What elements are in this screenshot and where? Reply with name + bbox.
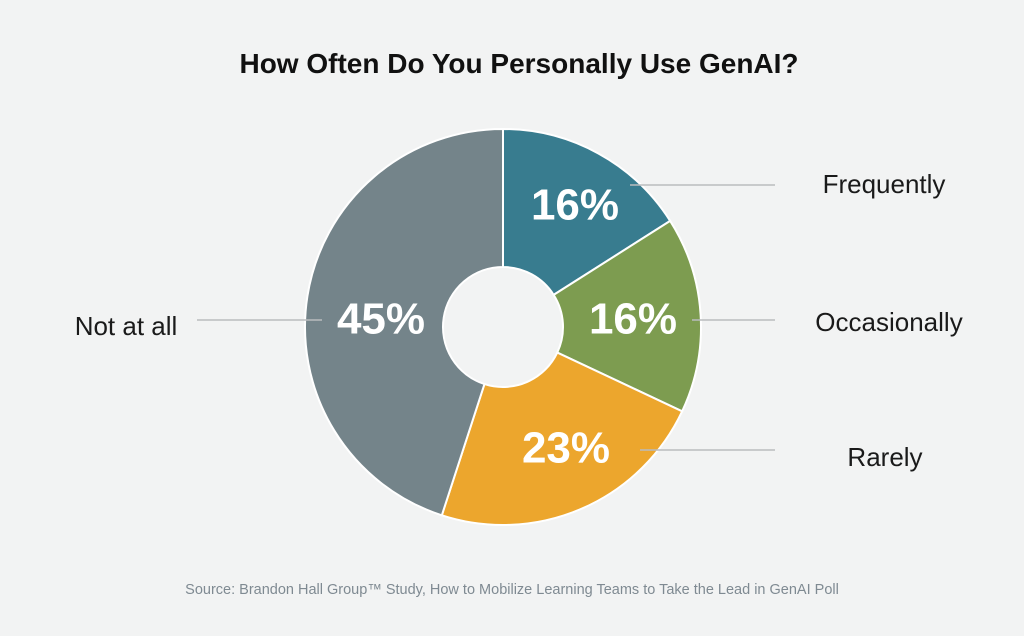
leader-lines — [197, 184, 775, 451]
value-label-rarely: 23% — [522, 424, 610, 473]
slices-layer — [304, 127, 702, 526]
chart-title: How Often Do You Personally Use GenAI? — [239, 48, 798, 79]
slice-occasionally — [552, 219, 702, 413]
source-note: Source: Brandon Hall Group™ Study, How t… — [185, 582, 839, 598]
labels-layer: 16% Frequently 16% Occasionally 23% Rarely 45%… — [75, 169, 963, 473]
category-label-not-at-all: Not at all — [75, 311, 178, 341]
category-label-rarely: Rarely — [847, 442, 922, 472]
slice-frequently — [502, 127, 672, 297]
slice-rarely — [440, 351, 684, 526]
category-label-frequently: Frequently — [823, 169, 946, 199]
slice-not-at-all — [304, 127, 504, 517]
value-label-not-at-all: 45% — [337, 295, 425, 344]
category-label-occasionally: Occasionally — [815, 307, 962, 337]
value-label-frequently: 16% — [531, 181, 619, 230]
value-label-occasionally: 16% — [589, 295, 677, 344]
